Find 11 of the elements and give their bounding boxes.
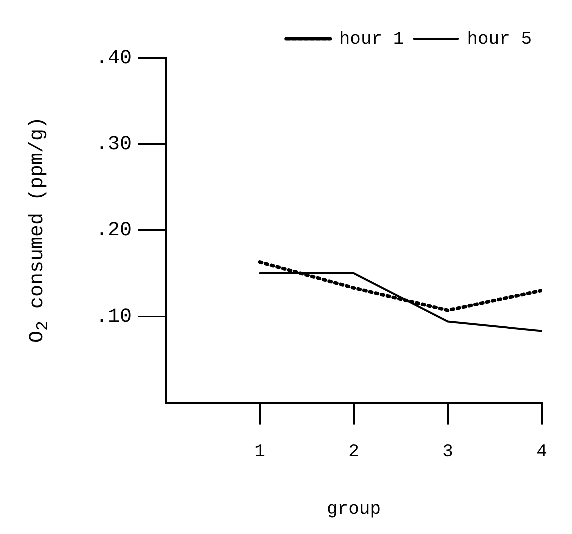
y-tick-label: .20 — [96, 220, 132, 243]
x-tick-label: 2 — [348, 442, 360, 462]
y-tick-label: .30 — [96, 133, 132, 156]
x-tick-label: 4 — [536, 442, 548, 462]
x-tick-label: 1 — [254, 442, 266, 462]
y-tick-label: .40 — [96, 47, 132, 70]
x-axis-title: group — [326, 500, 382, 520]
x-tick-label: 3 — [442, 442, 454, 462]
legend-label: hour 1 — [339, 30, 404, 50]
legend-label: hour 5 — [467, 30, 532, 50]
y-tick-label: .10 — [96, 306, 132, 329]
